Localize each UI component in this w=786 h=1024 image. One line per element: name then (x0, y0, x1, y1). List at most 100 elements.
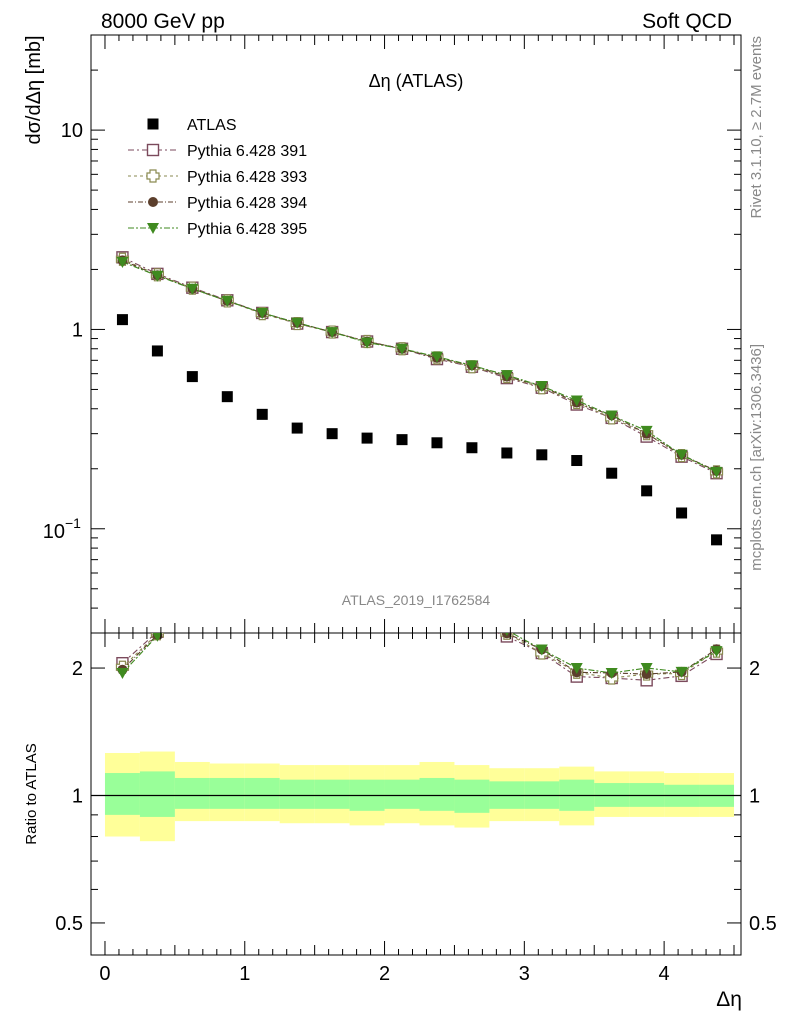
ratio-4-point (256, 575, 268, 586)
series-4-point (570, 395, 583, 407)
ratio-3-point (432, 610, 442, 620)
ratio-band-inner (419, 777, 455, 811)
ratio-band-inner (314, 779, 350, 809)
data-point (571, 455, 583, 467)
ratio-series-layer (115, 567, 724, 687)
legend: ATLAS Pythia 6.428 391 Pythia 6.428 393 Pyt… (128, 117, 307, 238)
legend-label-3: Pythia 6.428 394 (187, 195, 307, 212)
data-point (501, 447, 513, 459)
series-4-point (221, 295, 234, 307)
ratio-4-point (505, 633, 509, 637)
ratio-band-inner (279, 779, 315, 809)
ratio-line-3 (122, 633, 717, 675)
ratio-3-point (292, 567, 302, 577)
data-point (326, 428, 338, 440)
legend-marker-data (147, 118, 159, 130)
ratio-band-inner (104, 773, 140, 815)
series-4-point (710, 466, 723, 478)
legend-marker-3 (148, 197, 158, 207)
plot-title: Δη (ATLAS) (369, 71, 464, 91)
series-line-2 (122, 258, 717, 473)
series-layer (115, 251, 724, 480)
y-tick-label-top: 10 (61, 120, 83, 142)
series-4-point (465, 360, 478, 372)
series-4-point (430, 351, 443, 363)
ratio-1-point (431, 612, 442, 623)
x-tick-label: 3 (519, 963, 530, 985)
y-tick-label-ratio-right: 2 (749, 658, 760, 680)
data-point (186, 371, 198, 383)
series-line-4 (122, 261, 717, 473)
data-point (221, 391, 233, 403)
ratio-4-point (466, 616, 478, 627)
y-tick-label-ratio-right: 1 (749, 785, 760, 807)
data-point (361, 432, 373, 444)
data-point (711, 534, 723, 546)
ratio-1-point (222, 585, 233, 596)
ratio-band-inner (139, 771, 175, 817)
data-point (116, 314, 128, 326)
series-4-point (256, 307, 269, 319)
y-axis-label-ratio: Ratio to ATLAS (23, 743, 40, 844)
series-4-point (396, 343, 409, 355)
x-tick-label: 4 (659, 963, 670, 985)
series-4-point (500, 370, 513, 382)
series-4-point (151, 270, 164, 282)
legend-label-data: ATLAS (187, 117, 237, 134)
data-point (606, 467, 618, 479)
ratio-1-point (187, 601, 198, 612)
series-4-point (535, 381, 548, 393)
ratio-4-point (186, 604, 198, 615)
ratio-1-point (327, 574, 338, 585)
y-tick-label-ratio-right: 0.5 (749, 913, 777, 935)
ratio-4-point (710, 646, 723, 658)
legend-marker-1 (146, 143, 160, 157)
ratio-line-1 (122, 633, 717, 681)
ratio-4-point (640, 663, 653, 675)
ratio-3-point (327, 575, 337, 585)
ratio-2-point (466, 617, 478, 629)
ratio-1-point (257, 575, 268, 586)
ratio-4-point (570, 663, 583, 675)
ratio-2-point (186, 602, 198, 614)
series-4-point (361, 337, 374, 349)
header-left: 8000 GeV pp (101, 10, 225, 33)
legend-label-1: Pythia 6.428 391 (187, 143, 307, 160)
ratio-2-point (326, 574, 338, 586)
ratio-2-point (431, 609, 443, 621)
data-point (536, 449, 548, 461)
ratio-line-2 (122, 633, 717, 679)
y-tick-label-ratio-left: 1 (72, 785, 83, 807)
data-point (676, 507, 688, 519)
x-axis-label: Δη (716, 988, 742, 1011)
data-points-layer (116, 314, 723, 546)
header-right: Soft QCD (642, 10, 732, 33)
series-4-point (640, 425, 653, 437)
series-line-3 (122, 259, 717, 472)
y-tick-label-top-base: 10 (43, 521, 65, 543)
series-4-point (186, 283, 199, 295)
y-tick-label-top-exp: −1 (65, 515, 81, 531)
data-point (291, 422, 303, 434)
ratio-4-point (152, 633, 163, 642)
ratio-1-point (292, 568, 303, 579)
ratio-3-point (641, 669, 652, 680)
ratio-band-inner (244, 777, 280, 809)
ratio-3-point (187, 604, 197, 614)
series-4-point (605, 410, 618, 422)
y-tick-label-ratio-left: 0.5 (55, 913, 83, 935)
ratio-4-point (326, 575, 338, 586)
rivet-info: Rivet 3.1.10, ≥ 2.7M events (748, 36, 765, 219)
ratio-4-point (675, 666, 688, 678)
ratio-4-point (605, 667, 618, 679)
legend-marker-4 (147, 223, 159, 234)
x-tick-label: 1 (239, 963, 250, 985)
series-4-point (675, 449, 688, 461)
ratio-4-point (535, 644, 548, 656)
data-point (431, 437, 443, 449)
ratio-3-point (467, 616, 477, 626)
ratio-2-point (221, 586, 233, 598)
series-line-1 (122, 256, 717, 474)
